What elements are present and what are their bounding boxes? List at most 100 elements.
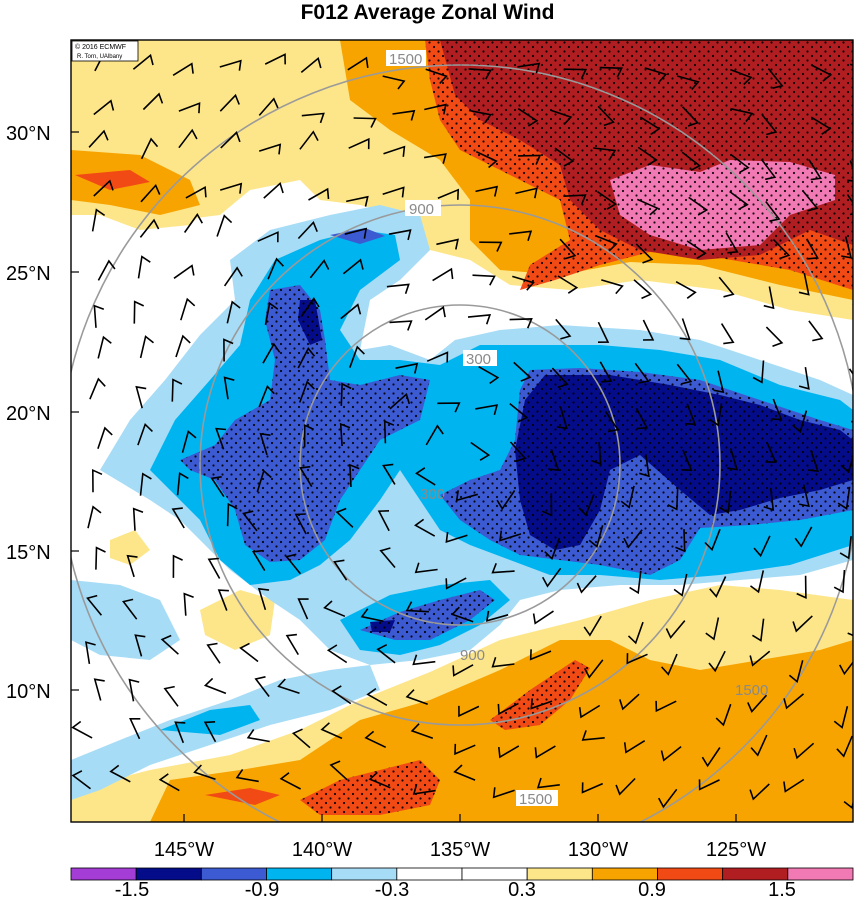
wind-barb (368, 771, 391, 789)
wind-barb (635, 243, 654, 264)
wind-barb (836, 735, 853, 758)
wind-barb (833, 706, 849, 729)
wind-barb (333, 559, 348, 581)
wind-barb (470, 441, 491, 461)
wind-barb (395, 362, 419, 374)
wind-barb (458, 705, 480, 718)
colorbar-box (526, 867, 593, 881)
ring-labels: 300 300 900 900 1500 1500 1500 (386, 50, 768, 808)
wind-barb (176, 471, 189, 496)
wind-barb (676, 75, 700, 91)
wind-barb (71, 720, 93, 739)
wind-barb (765, 201, 781, 222)
lat-label-20n: 20°N (6, 403, 51, 425)
wind-barb (257, 231, 279, 243)
wind-barb (581, 782, 604, 794)
wind-barb (95, 546, 106, 570)
wind-barb (308, 187, 330, 201)
wind-barb (383, 420, 395, 444)
wind-barb (437, 402, 461, 413)
wind-barb (798, 484, 810, 508)
wind-barb (348, 137, 370, 150)
wind-barb (264, 301, 279, 326)
wind-barb (846, 194, 853, 216)
wind-barb (468, 109, 492, 124)
wind-barb (541, 567, 562, 588)
wind-barb (171, 378, 183, 402)
wind-barb (132, 507, 144, 531)
wind-barb (294, 513, 307, 535)
wind-barb (725, 232, 739, 254)
wind-barb (140, 137, 159, 160)
wind-barb (132, 53, 154, 70)
wind-barb (752, 360, 765, 384)
wind-barb (548, 449, 560, 472)
wind-barb (300, 56, 322, 74)
wind-barb (715, 703, 732, 727)
wind-barb (415, 467, 436, 486)
wind-barb (172, 62, 194, 76)
wind-barb (515, 187, 538, 199)
lon-label-130w: 130°W (568, 839, 628, 861)
wind-barb (704, 528, 721, 552)
wind-barb (217, 589, 229, 611)
wind-barb (219, 59, 242, 71)
wind-barb (379, 547, 396, 569)
wind-barb (783, 693, 805, 710)
wind-barb (425, 424, 444, 446)
wind-barb (517, 62, 541, 74)
wind-barb (726, 448, 739, 471)
wind-barb (93, 179, 114, 197)
wind-barb (626, 653, 648, 665)
wind-barb (676, 363, 693, 385)
wind-barb (180, 297, 196, 321)
wind-barb (277, 678, 300, 694)
wind-barb (593, 147, 617, 160)
wind-barb (802, 190, 819, 212)
wind-barb (309, 259, 330, 279)
wind-barb (297, 221, 318, 240)
lon-label-145w: 145°W (154, 839, 214, 861)
wind-barb (705, 617, 720, 641)
wind-barb (376, 643, 396, 664)
wind-barb (140, 183, 161, 203)
wind-barb (620, 485, 635, 509)
wind-barb (639, 116, 661, 136)
wind-barb (298, 380, 315, 403)
wind-barb (137, 422, 153, 446)
wind-barb (720, 323, 735, 345)
wind-barb (342, 258, 364, 275)
wind-barb (583, 659, 604, 679)
wind-barb (718, 276, 735, 298)
wind-barb (412, 654, 436, 666)
wind-barb (771, 398, 783, 421)
wind-barb (841, 236, 853, 259)
wind-barb (509, 318, 533, 329)
wind-barb (91, 468, 103, 493)
wind-barb (730, 153, 750, 174)
wind-barb (382, 186, 405, 198)
wind-barb (633, 279, 653, 300)
wind-barb (235, 768, 259, 783)
wind-barb (491, 563, 515, 574)
wind-barb (512, 275, 535, 291)
wind-barb (729, 190, 749, 211)
wind-barb (382, 75, 406, 90)
ring-label-bg (516, 790, 558, 806)
wind-barb (377, 510, 390, 532)
wind-barb (173, 264, 195, 279)
wind-barb (639, 454, 650, 478)
wind-barb (588, 525, 604, 549)
wind-barb (684, 403, 697, 426)
wind-barb (264, 53, 286, 65)
wind-barb (323, 600, 346, 618)
wind-barb (426, 351, 449, 363)
wind-barb (847, 632, 853, 637)
wind-barb (344, 227, 368, 239)
colorbar-label-2: -0.3 (375, 879, 409, 900)
wind-barb (424, 305, 446, 321)
shade-plus-high-west (75, 170, 150, 190)
wind-barb (301, 112, 325, 124)
wind-barb (163, 685, 179, 707)
wind-barb (475, 185, 499, 197)
